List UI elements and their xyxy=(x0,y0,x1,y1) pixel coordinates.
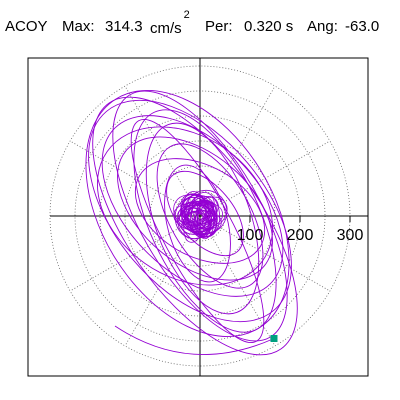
core-loop-33 xyxy=(187,195,218,238)
orbit-loop-0 xyxy=(92,96,298,356)
orbit-loop-12 xyxy=(85,90,290,337)
core-loop-39 xyxy=(173,194,217,233)
core-loop-29 xyxy=(181,210,215,235)
chart-header: ACOY Max: 314.3 cm/s2 Per: 0.320 s Ang: … xyxy=(0,9,400,40)
max-unit-text: cm/s xyxy=(150,20,182,37)
polar-spoke-210 xyxy=(69,215,201,292)
core-loop-38 xyxy=(174,196,212,239)
x-tick-label-100: 100 xyxy=(237,227,264,244)
orbit-loop-6 xyxy=(117,136,273,281)
polar-spoke-30 xyxy=(199,140,331,217)
period-value: 0.320 s xyxy=(244,18,294,35)
core-loop-36 xyxy=(197,202,217,229)
polar-spoke-330 xyxy=(199,215,331,292)
tick-labels: 100 200 300 xyxy=(237,227,364,244)
plot-frame xyxy=(27,57,369,377)
orbit-loop-7 xyxy=(156,143,264,289)
core-loop-20 xyxy=(196,199,216,240)
x-tick-label-300: 300 xyxy=(337,227,364,244)
orbit-loop-4 xyxy=(101,115,284,297)
orbit-loop-2 xyxy=(88,99,292,323)
x-tick-label-200: 200 xyxy=(287,227,314,244)
core-loop-25 xyxy=(184,200,210,223)
max-value: 314.3 xyxy=(105,18,143,35)
polar-spoke-240 xyxy=(124,215,201,347)
max-label: Max: xyxy=(62,18,95,35)
period-label: Per: xyxy=(205,18,233,35)
trace-tail xyxy=(114,325,275,356)
orbit-loop-1 xyxy=(112,90,288,342)
max-unit-exponent: 2 xyxy=(183,9,190,21)
orbit-loop-13 xyxy=(96,126,274,286)
trace xyxy=(85,90,298,356)
core-loop-37 xyxy=(185,202,224,230)
orbit-loop-8 xyxy=(134,158,266,264)
polar-spoke-300 xyxy=(199,215,276,347)
max-unit: cm/s2 xyxy=(150,9,190,37)
orbit-loop-5 xyxy=(145,122,260,315)
end-marker xyxy=(270,335,278,342)
angle-value: -63.0 xyxy=(345,18,380,35)
component-label: ACOY xyxy=(5,18,48,35)
core-loop-31 xyxy=(181,201,215,230)
core-loop-34 xyxy=(181,196,219,230)
orbit-loop-11 xyxy=(130,118,265,344)
angle-label: Ang: xyxy=(307,18,338,35)
